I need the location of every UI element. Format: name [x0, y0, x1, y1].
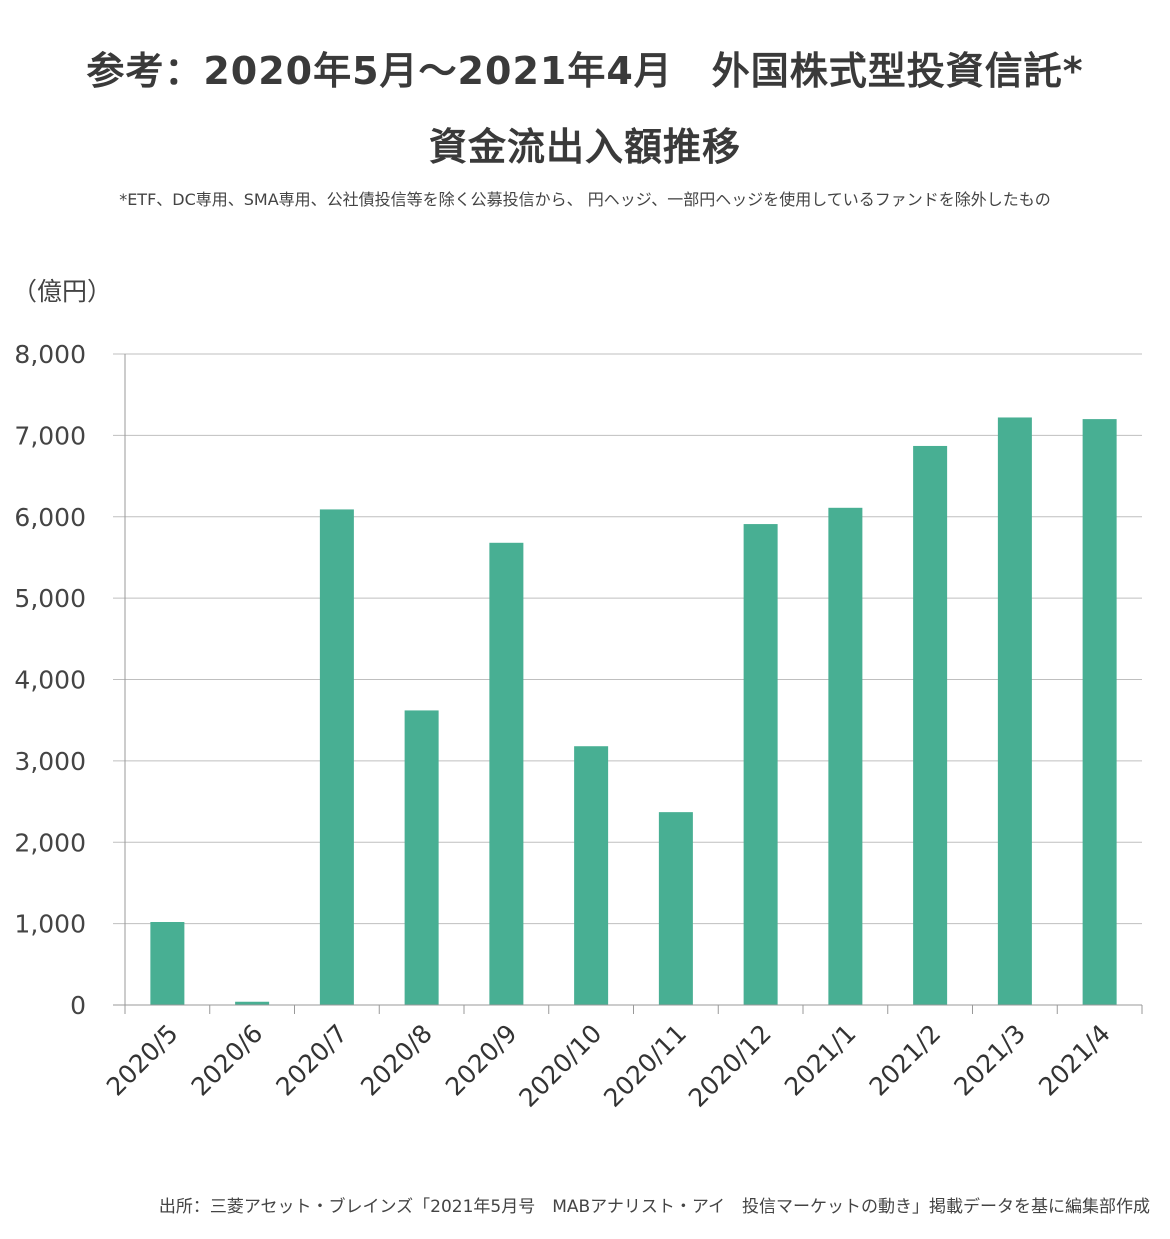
bar	[235, 1001, 270, 1005]
y-tick-label: 2,000	[14, 828, 86, 857]
y-tick-label: 3,000	[14, 747, 86, 776]
chart-title-line-1: 参考：2020年5月～2021年4月 外国株式型投資信託*	[86, 49, 1084, 93]
x-tick-label: 2020/7	[270, 1019, 353, 1102]
x-tick-label: 2020/5	[101, 1019, 184, 1102]
y-tick-label: 8,000	[14, 340, 86, 369]
bar	[997, 417, 1032, 1005]
x-tick-label: 2021/2	[864, 1019, 947, 1102]
x-tick-label: 2020/12	[683, 1019, 777, 1113]
x-tick-label: 2020/6	[186, 1019, 269, 1102]
x-tick-label: 2020/9	[440, 1019, 523, 1102]
x-tick-label: 2020/11	[598, 1019, 692, 1113]
bar	[489, 542, 524, 1005]
chart-title-line-2: 資金流出入額推移	[428, 125, 741, 169]
bar	[743, 524, 778, 1005]
y-axis-unit: （億円）	[12, 277, 113, 306]
bar	[574, 746, 609, 1005]
bar	[913, 445, 948, 1005]
y-tick-label: 7,000	[14, 421, 86, 450]
x-tick-label: 2021/4	[1033, 1019, 1116, 1102]
y-tick-label: 6,000	[14, 503, 86, 532]
bar	[150, 921, 185, 1005]
y-tick-label: 5,000	[14, 584, 86, 613]
bar	[1082, 419, 1117, 1006]
y-tick-label: 1,000	[14, 910, 86, 939]
bar	[828, 507, 863, 1005]
bar	[404, 710, 439, 1005]
y-tick-label: 0	[70, 991, 86, 1020]
x-tick-label: 2020/8	[355, 1019, 438, 1102]
chart-footnote: *ETF、DC専用、SMA専用、公社債投信等を除く公募投信から、 円ヘッジ、一部…	[119, 190, 1051, 209]
source-note: 出所：三菱アセット・ブレインズ「2021年5月号 MABアナリスト・アイ 投信マ…	[158, 1197, 1150, 1217]
bar	[658, 812, 693, 1005]
y-tick-label: 4,000	[14, 666, 86, 695]
bar	[319, 509, 354, 1005]
x-tick-label: 2021/3	[948, 1019, 1031, 1102]
x-tick-label: 2021/1	[779, 1019, 862, 1102]
x-tick-label: 2020/10	[513, 1019, 607, 1113]
